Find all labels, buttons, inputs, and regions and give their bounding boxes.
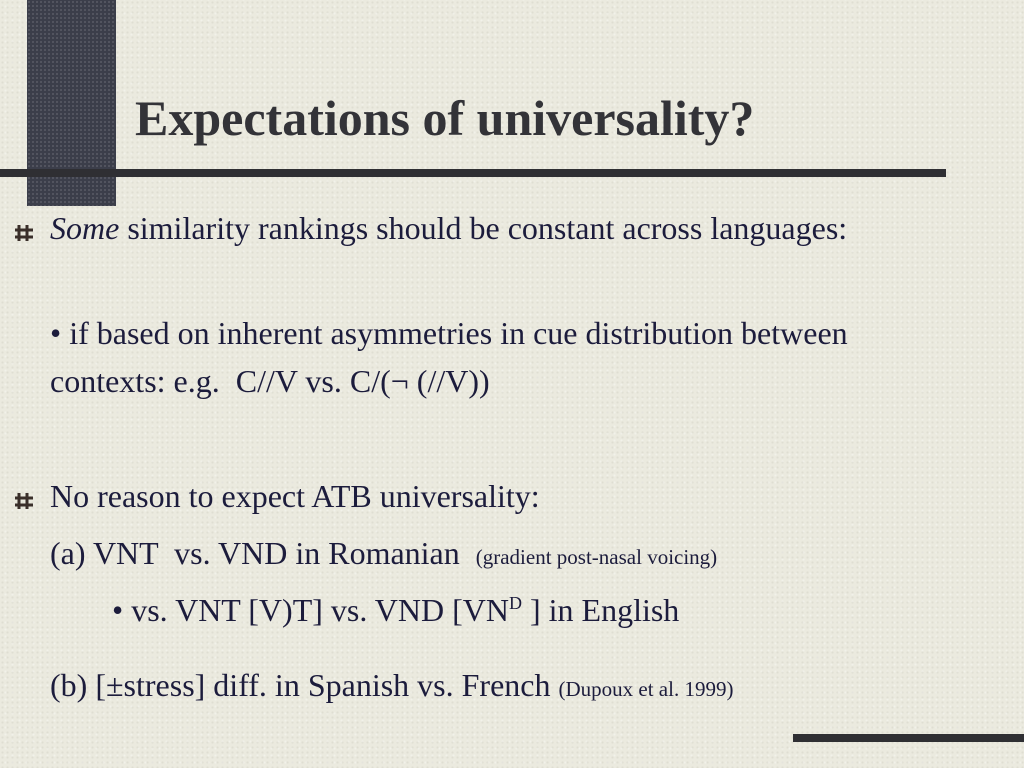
text: (b) [±stress] diff. in Spanish vs. Frenc… <box>50 667 551 703</box>
paragraph: No reason to expect ATB universality: <box>50 472 920 520</box>
text: • vs. VNT [V)T] vs. VND [VN <box>112 592 509 628</box>
text: (a) VNT vs. VND in Romanian <box>50 535 460 571</box>
text: (Dupoux et al. 1999) <box>558 677 734 701</box>
text: No reason to expect ATB universality: <box>50 478 540 514</box>
text: ] in English <box>529 592 680 628</box>
paragraph: (a) VNT vs. VND in Romanian (gradient po… <box>50 529 920 581</box>
superscript: D <box>508 593 522 613</box>
text: Some <box>50 210 120 246</box>
bullet-icon <box>15 493 33 509</box>
paragraph: • if based on inherent asymmetries in cu… <box>50 309 920 405</box>
text: similarity rankings should be constant a… <box>127 210 848 246</box>
paragraph: (b) [±stress] diff. in Spanish vs. Frenc… <box>50 661 920 713</box>
title-rule <box>0 169 946 177</box>
bullet-icon <box>15 225 33 241</box>
bottom-rule <box>793 734 1024 742</box>
paragraph: • vs. VNT [V)T] vs. VND [VND ] in Englis… <box>112 586 982 634</box>
text: • if based on inherent asymmetries in cu… <box>50 315 856 399</box>
slide-title: Expectations of universality? <box>135 90 755 146</box>
paragraph: Some similarity rankings should be const… <box>50 204 920 252</box>
text: (gradient post-nasal voicing) <box>475 545 718 569</box>
